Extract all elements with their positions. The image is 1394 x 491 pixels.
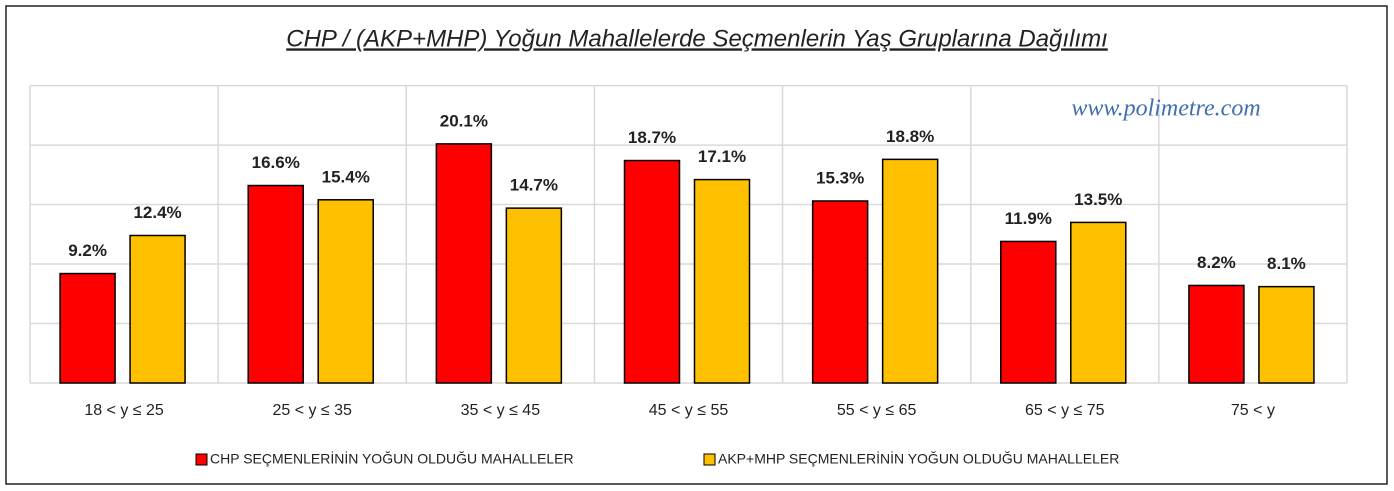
- bar: [505, 207, 563, 384]
- data-label: 11.9%: [1005, 209, 1052, 228]
- data-label: 12.4%: [133, 203, 181, 222]
- data-label: 20.1%: [440, 111, 488, 130]
- bar: [881, 158, 939, 384]
- data-label: 17.1%: [698, 147, 746, 166]
- data-label: 18.7%: [628, 128, 676, 147]
- legend-swatch: [703, 453, 716, 466]
- data-label: 8.1%: [1267, 254, 1306, 273]
- data-label: 14.7%: [510, 176, 558, 195]
- bar: [1188, 284, 1245, 384]
- x-tick-label: 25 < y ≤ 35: [272, 402, 352, 419]
- bar: [1258, 285, 1315, 384]
- x-tick-label: 75 < y: [1231, 402, 1275, 419]
- legend-label: AKP+MHP SEÇMENLERİNİN YOĞUN OLDUĞU MAHAL…: [718, 450, 1119, 467]
- data-label: 15.4%: [322, 167, 370, 186]
- data-label: 9.2%: [68, 241, 107, 260]
- bar: [1000, 240, 1057, 384]
- bar: [623, 159, 681, 384]
- bar: [59, 272, 116, 384]
- x-tick-label: 65 < y ≤ 75: [1025, 402, 1105, 419]
- x-tick-label: 55 < y ≤ 65: [837, 402, 917, 419]
- data-label: 13.5%: [1074, 190, 1122, 209]
- x-tick-label: 45 < y ≤ 55: [649, 402, 729, 419]
- bar: [129, 234, 186, 384]
- bar: [435, 143, 493, 384]
- data-label: 8.2%: [1197, 253, 1236, 272]
- bar: [317, 199, 374, 384]
- data-label: 18.8%: [886, 127, 934, 146]
- legend-swatch: [195, 453, 208, 466]
- x-tick-label: 35 < y ≤ 45: [461, 402, 541, 419]
- data-label: 15.3%: [816, 168, 864, 187]
- data-label: 16.6%: [252, 153, 300, 172]
- chart-title: CHP / (AKP+MHP) Yoğun Mahallelerde Seçme…: [286, 25, 1107, 52]
- x-tick-label: 18 < y ≤ 25: [84, 402, 164, 419]
- bar: [1070, 221, 1127, 384]
- legend-label: CHP SEÇMENLERİNİN YOĞUN OLDUĞU MAHALLELE…: [210, 450, 574, 467]
- bar: [811, 200, 869, 384]
- bar: [247, 184, 304, 384]
- bar: [693, 178, 751, 384]
- watermark: www.polimetre.com: [1071, 96, 1260, 122]
